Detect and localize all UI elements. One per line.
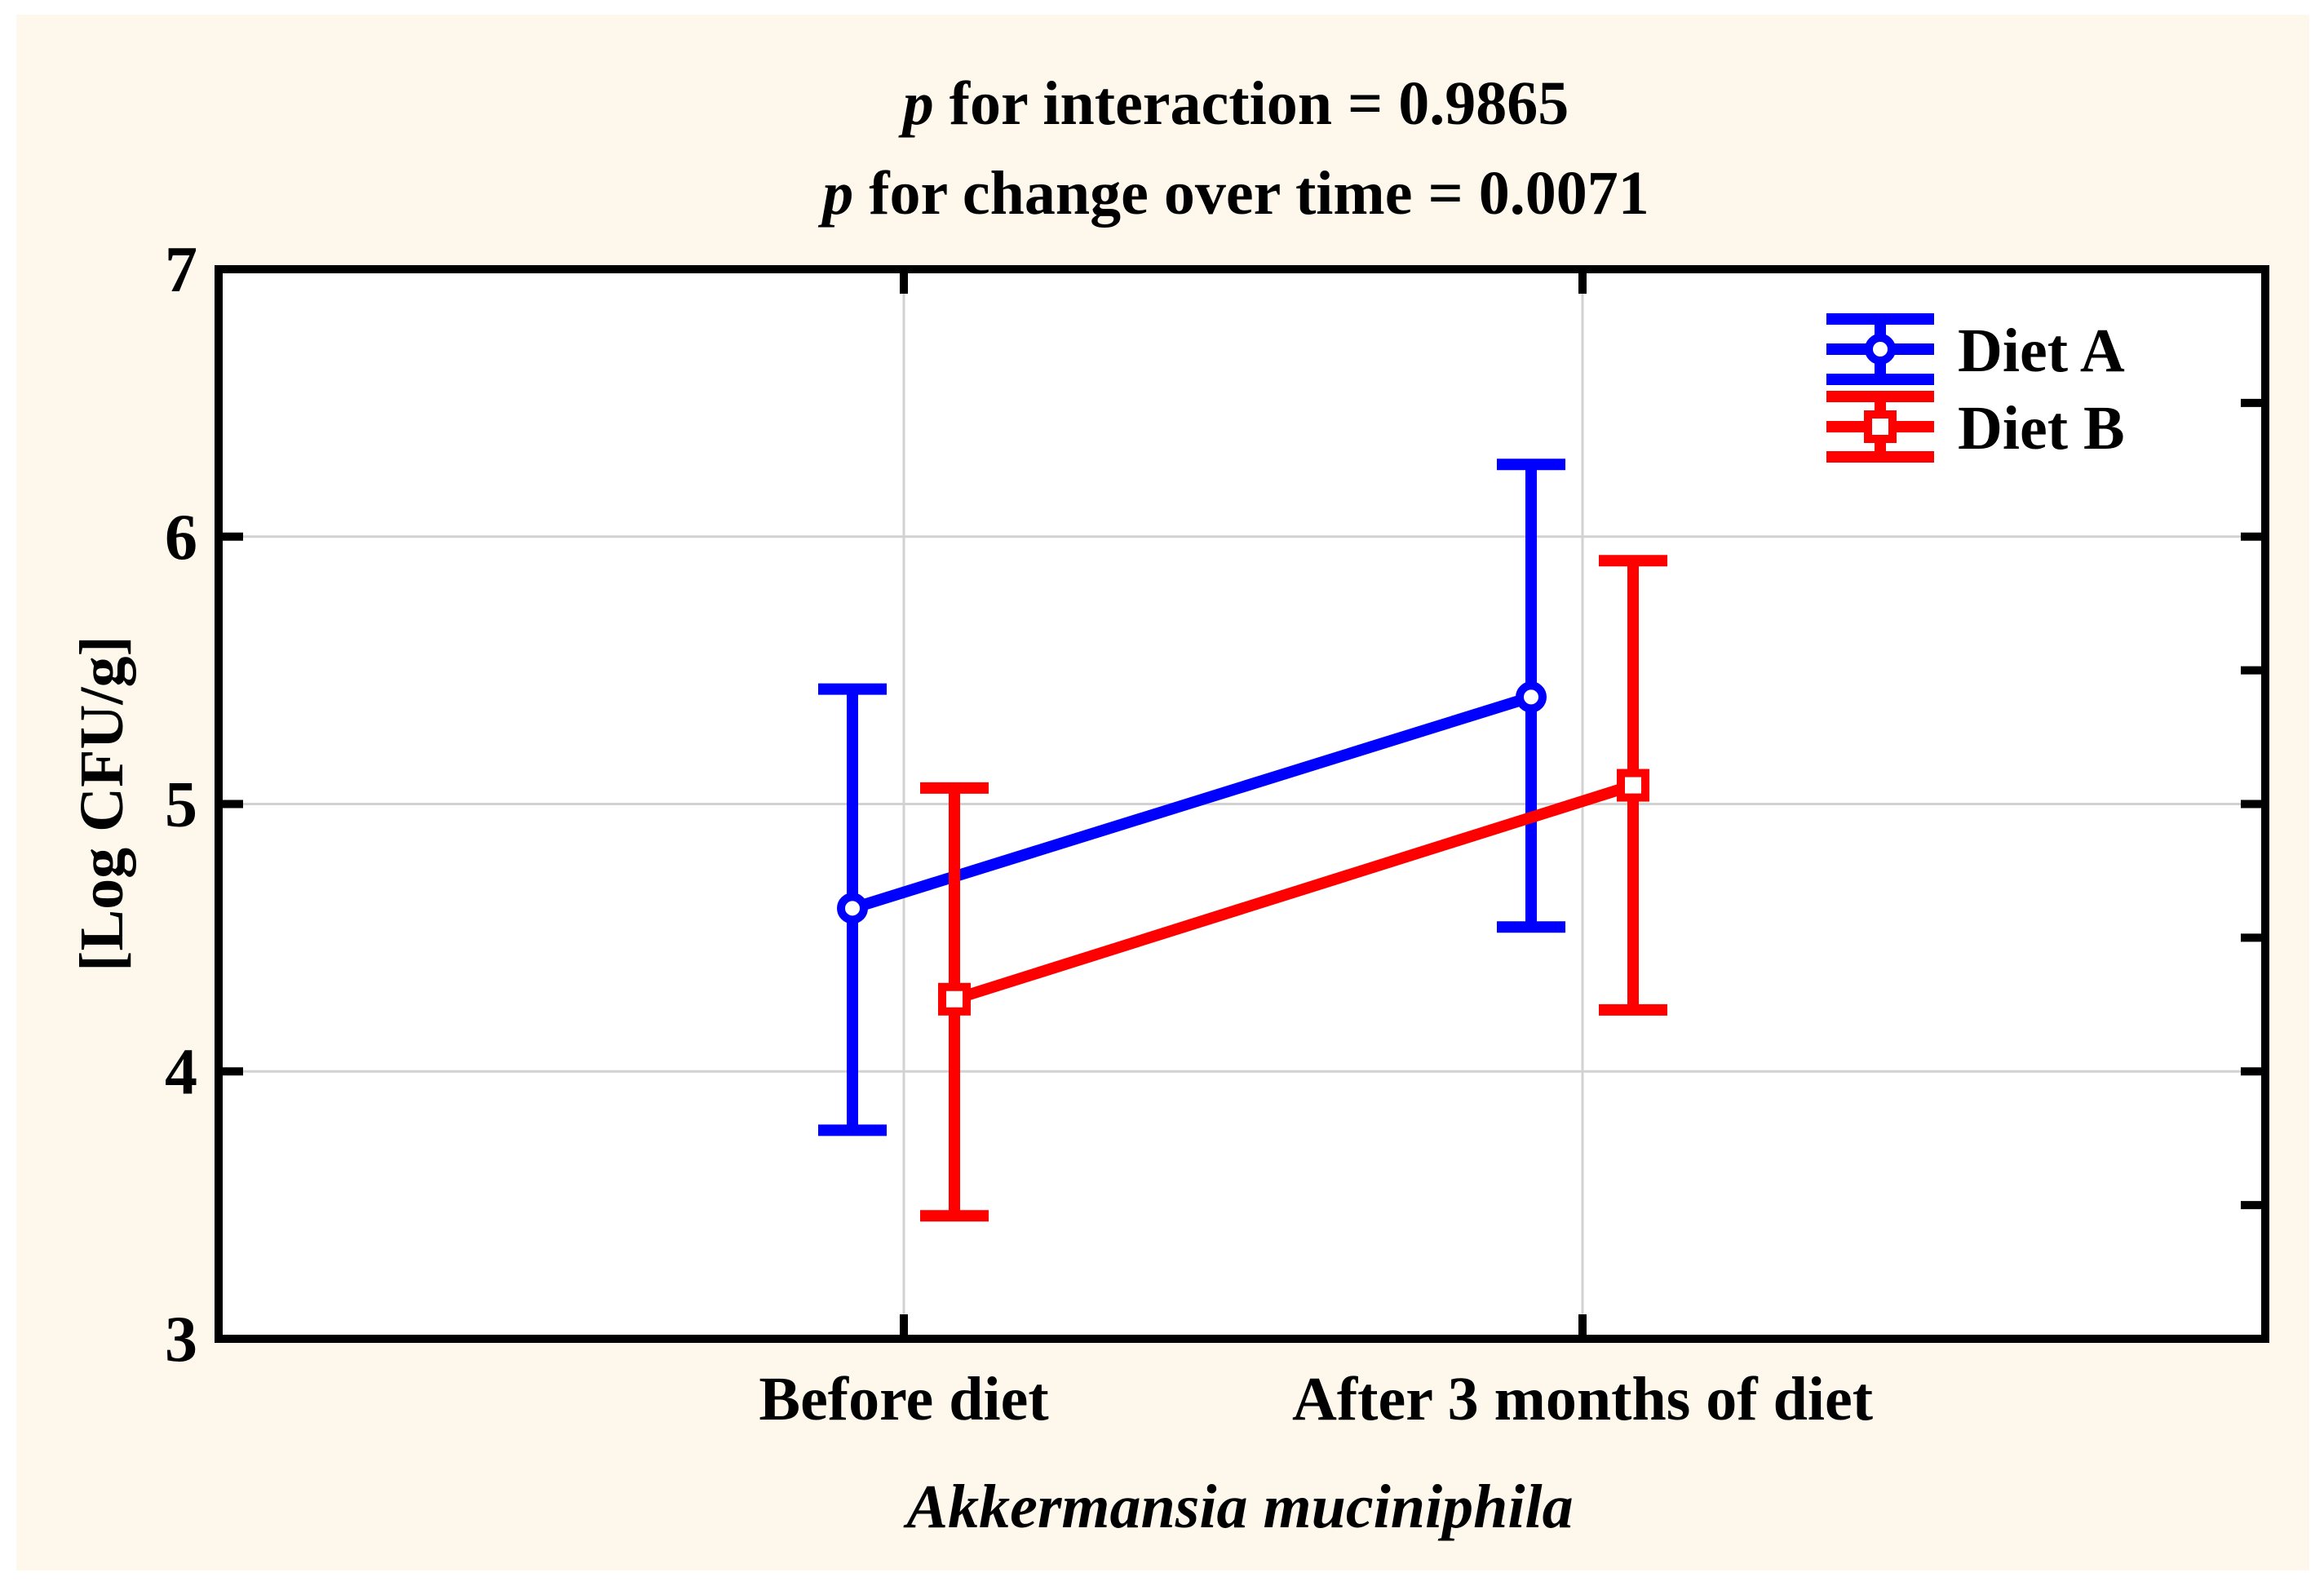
marker-diet-a-0 bbox=[837, 893, 868, 924]
p-interaction-text: for interaction = 0.9865 bbox=[934, 69, 1569, 138]
legend-symbol-diet-a-marker bbox=[1865, 334, 1896, 365]
x-tick-label-before-diet: Before diet bbox=[759, 1365, 1048, 1433]
series-layer bbox=[818, 459, 1667, 1222]
marker-diet-a-1 bbox=[1516, 681, 1547, 713]
p-change-over-time-title: p for change over time = 0.0071 bbox=[817, 159, 1649, 228]
y-tick-label-6: 6 bbox=[165, 502, 197, 574]
series-line-diet-a bbox=[850, 691, 1534, 915]
legend-symbols bbox=[1826, 313, 1934, 463]
x-tick-label-after-diet: After 3 months of diet bbox=[1292, 1365, 1873, 1433]
p-symbol: p bbox=[898, 69, 934, 138]
x-axis-title: Akkermansia muciniphila bbox=[903, 1473, 1573, 1541]
legend-symbol-diet-b bbox=[1826, 391, 1934, 463]
legend-label-diet-b: Diet B bbox=[1958, 394, 2125, 463]
y-tick-labels: 3 4 5 6 7 bbox=[165, 234, 197, 1376]
y-axis-title: [Log CFU/g] bbox=[68, 636, 136, 972]
y-tick-label-4: 4 bbox=[165, 1036, 197, 1108]
y-tick-label-3: 3 bbox=[165, 1304, 197, 1376]
axis-ticks bbox=[219, 269, 2265, 1339]
legend-symbol-diet-a bbox=[1826, 313, 1934, 385]
marker-diet-b-0 bbox=[938, 982, 971, 1016]
series-line-diet-b bbox=[952, 779, 1636, 1005]
legend-symbol-diet-b-marker bbox=[1864, 410, 1897, 443]
p-interaction-title: p for interaction = 0.9865 bbox=[898, 69, 1569, 138]
y-tick-label-5: 5 bbox=[165, 769, 197, 841]
legend-label-diet-a: Diet A bbox=[1958, 317, 2125, 385]
p-change-over-time-text: for change over time = 0.0071 bbox=[853, 159, 1649, 228]
p-symbol: p bbox=[817, 159, 853, 228]
marker-diet-b-1 bbox=[1617, 769, 1649, 802]
y-tick-label-7: 7 bbox=[165, 234, 197, 306]
